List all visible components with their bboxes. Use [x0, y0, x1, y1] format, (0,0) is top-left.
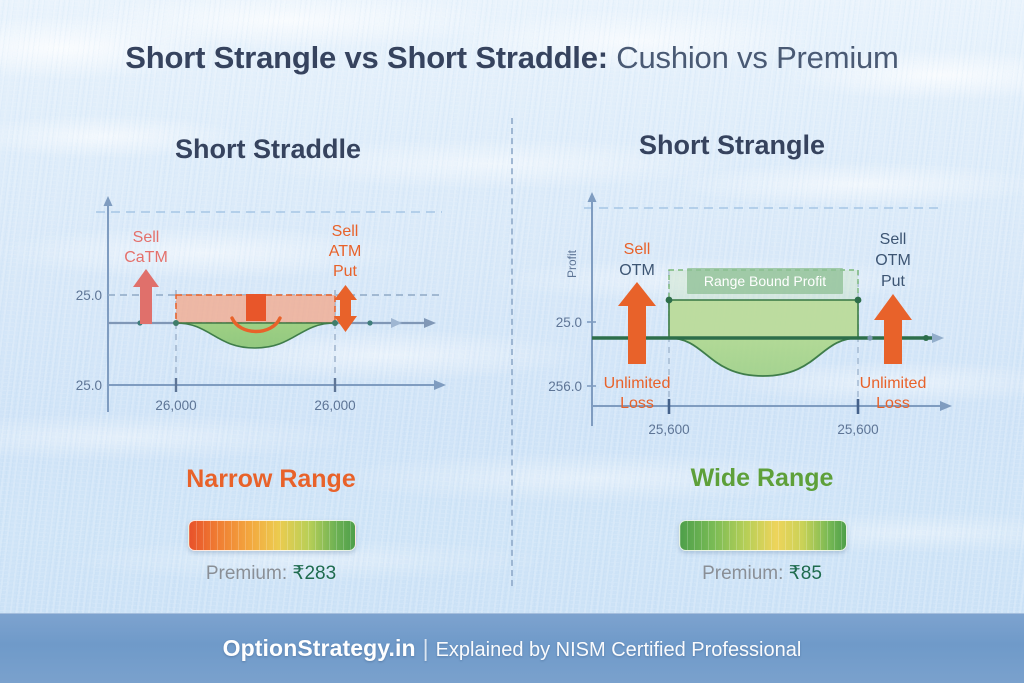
zero-line-dot — [923, 335, 929, 341]
y-axis-arrowhead — [587, 192, 597, 202]
footer-text: OptionStrategy.in | Explained by NISM Cert… — [223, 635, 802, 662]
panel-title-strangle: Short Strangle — [638, 130, 826, 160]
annotation-sell-otm-put-line2: OTM — [875, 252, 911, 269]
annotation-unlimited-loss-left: Unlimited Loss — [604, 375, 671, 412]
premium-amount: ₹283 — [292, 563, 337, 584]
y-tick-label: 25.0 — [556, 315, 582, 330]
zero-line-arrowhead — [424, 318, 436, 328]
x-tick-label: 26,000 — [155, 398, 196, 413]
x-tick-label: 25,600 — [648, 422, 689, 437]
premium-gradient-bar-strangle — [679, 520, 847, 551]
chart-short-strangle: Range Bound Profit Sell OTM Sell OTM Put — [548, 176, 978, 446]
y-tick-label: 25.0 — [76, 288, 102, 303]
range-bound-profit-badge: Range Bound Profit — [687, 268, 843, 294]
page-title: Short Strangle vs Short Straddle: Cushio… — [0, 40, 1024, 76]
range-label-wide: Wide Range — [690, 464, 834, 492]
x-axis-bottom-arrowhead — [940, 401, 952, 411]
y-tick-label: 25.0 — [76, 378, 102, 393]
annotation-unlimited-loss-right-line2: Loss — [876, 395, 910, 412]
annotation-sell-atm-put: Sell ATM Put — [329, 223, 362, 332]
annotation-sell-catm-line1: Sell — [133, 229, 160, 246]
y-axis-arrowhead — [103, 196, 113, 206]
up-arrow-icon — [874, 294, 912, 364]
premium-strangle: Premium: ₹85 — [602, 562, 922, 585]
y-tick-label: 256.0 — [548, 379, 582, 394]
zero-line-dot — [367, 320, 373, 326]
footer-subtitle: Explained by NISM Certified Professional — [435, 638, 802, 661]
up-arrow-icon — [133, 269, 159, 324]
zero-line-dot — [173, 320, 179, 326]
premium-straddle: Premium: ₹283 — [111, 562, 431, 585]
panel-title-straddle: Short Straddle — [174, 134, 362, 164]
range-label-narrow: Narrow Range — [186, 465, 356, 493]
annotation-sell-otm-put-right: Sell OTM Put — [874, 231, 912, 364]
x-axis-bottom-arrowhead — [434, 380, 446, 390]
payoff-endpoint-dot — [854, 296, 862, 304]
zero-line-arrowhead — [932, 333, 944, 343]
payoff-arc — [230, 316, 282, 334]
annotation-sell-otm-left: Sell OTM — [618, 241, 656, 364]
premium-label: Premium: — [702, 563, 789, 584]
zero-line-dot — [332, 320, 338, 326]
page-title-strong: Short Strangle vs Short Straddle: — [125, 40, 608, 75]
annotation-sell-otm-left-line1: Sell — [624, 241, 651, 258]
range-bound-profit-badge-label: Range Bound Profit — [704, 273, 826, 289]
annotation-unlimited-loss-right-line1: Unlimited — [860, 375, 927, 392]
gradient-bar-texture — [189, 521, 355, 550]
annotation-sell-atm-put-line3: Put — [333, 263, 358, 280]
chart-short-straddle: Sell CaTM Sell ATM Put 25.0 — [76, 180, 480, 420]
premium-label: Premium: — [205, 563, 293, 584]
max-profit-band — [668, 299, 859, 339]
x-tick-label: 25,600 — [837, 422, 878, 437]
annotation-unlimited-loss-right: Unlimited Loss — [860, 375, 927, 412]
x-tick-label: 26,000 — [314, 398, 355, 413]
footer-separator: | — [422, 634, 429, 661]
max-premium-block — [246, 294, 266, 321]
footer-brand: OptionStrategy.in — [222, 634, 416, 661]
payoff-loss-region — [668, 337, 859, 377]
zero-line-marker-arrow — [391, 318, 402, 328]
page-title-light: Cushion vs Premium — [607, 40, 899, 75]
panel-divider — [511, 118, 513, 586]
payoff-loss-region — [175, 322, 336, 349]
annotation-unlimited-loss-left-line2: Loss — [620, 395, 654, 412]
up-arrow-icon — [618, 282, 656, 364]
annotation-unlimited-loss-left-line1: Unlimited — [604, 375, 671, 392]
annotation-sell-catm: Sell CaTM — [124, 229, 168, 324]
annotation-sell-otm-put-line3: Put — [881, 273, 906, 290]
annotation-sell-catm-line2: CaTM — [124, 249, 168, 266]
gradient-bar-texture — [680, 521, 846, 550]
annotation-sell-atm-put-line2: ATM — [329, 243, 362, 260]
premium-amount: ₹85 — [788, 563, 822, 584]
footer-bar: OptionStrategy.in | Explained by NISM Cert… — [0, 613, 1024, 683]
up-down-arrow-icon — [334, 285, 357, 332]
zero-line-dot — [867, 335, 873, 341]
premium-gradient-bar-straddle — [188, 520, 356, 551]
annotation-sell-atm-put-line1: Sell — [332, 223, 359, 240]
annotation-sell-otm-left-line2: OTM — [619, 262, 655, 279]
payoff-endpoint-dot — [665, 296, 673, 304]
y-axis-title: Profit — [565, 249, 579, 278]
annotation-sell-otm-put-line1: Sell — [880, 231, 907, 248]
